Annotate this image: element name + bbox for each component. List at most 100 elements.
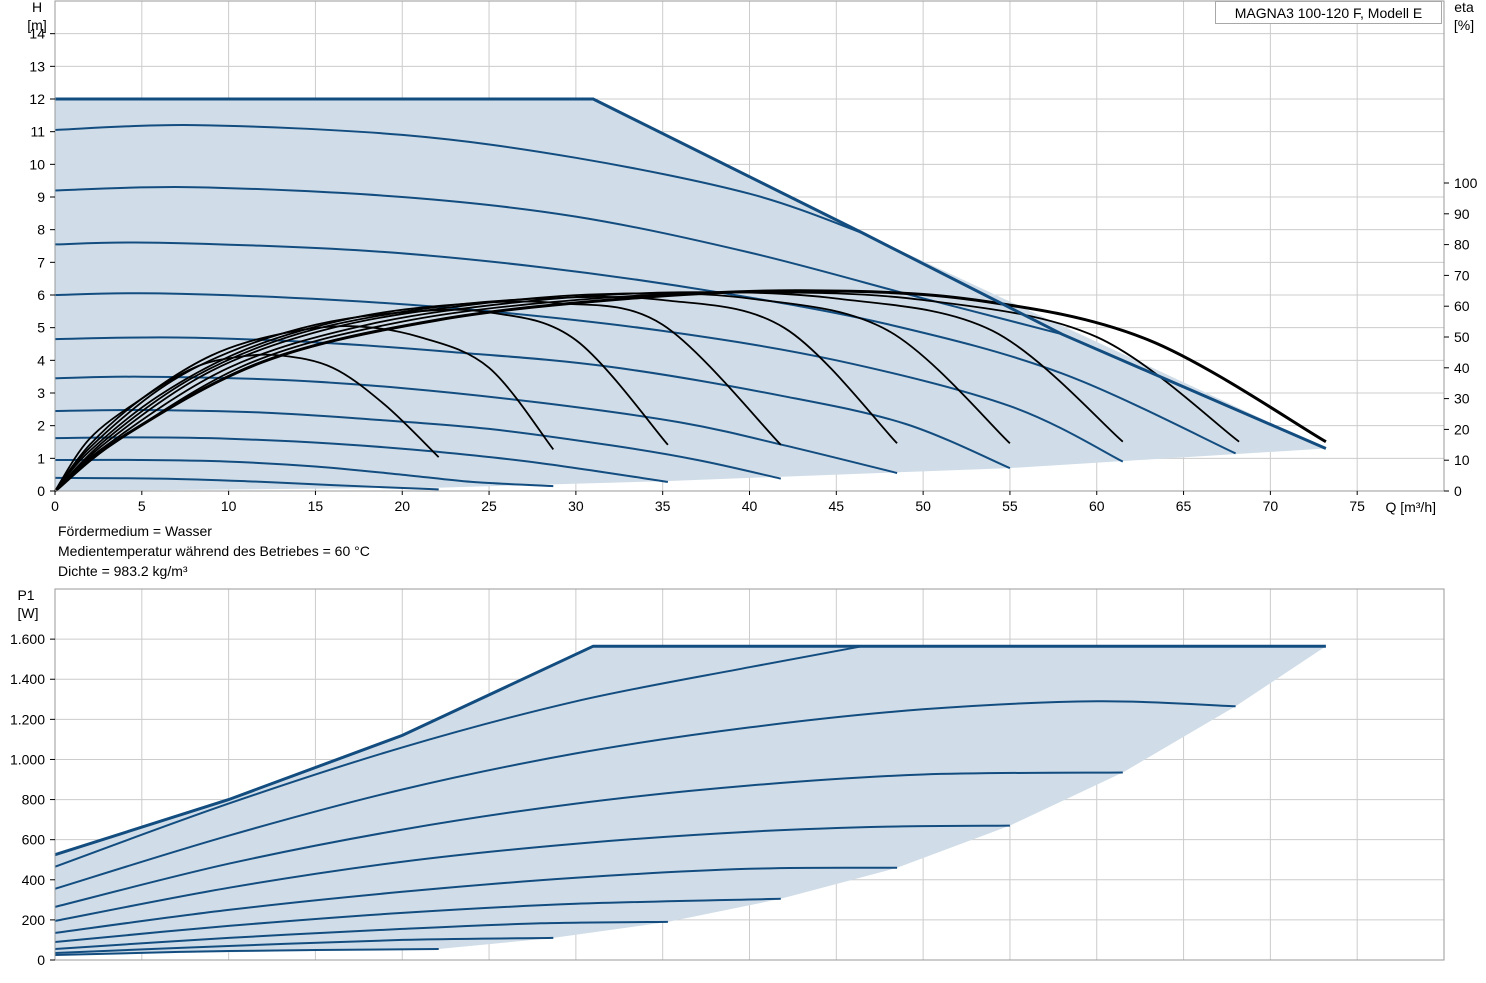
y2-axis-unit: [%] bbox=[1454, 17, 1474, 33]
power-curve bbox=[54, 771, 1123, 908]
power-axis-unit: [W] bbox=[18, 605, 39, 621]
y2-tick-label: 90 bbox=[1454, 206, 1470, 222]
power-y-tick-label: 800 bbox=[22, 792, 46, 808]
y-tick-label: 9 bbox=[37, 189, 45, 205]
y2-tick-labels: 0 10 20 30 40 50 60 70 80 90 100 bbox=[1444, 175, 1478, 499]
head-curve bbox=[54, 186, 1063, 336]
head-curve bbox=[54, 458, 554, 488]
y2-tick-label: 100 bbox=[1454, 175, 1478, 191]
head-curve bbox=[54, 375, 898, 474]
y2-tick-label: 80 bbox=[1454, 237, 1470, 253]
y2-tick-label: 10 bbox=[1454, 452, 1470, 468]
x-tick-label: 25 bbox=[481, 498, 497, 514]
y-tick-label: 8 bbox=[37, 222, 45, 238]
power-curve bbox=[54, 645, 863, 868]
y2-tick-label: 70 bbox=[1454, 267, 1470, 283]
power-axis-label: P1 bbox=[17, 587, 34, 603]
max-power-curve bbox=[54, 644, 1326, 857]
power-curve bbox=[54, 948, 439, 956]
power-y-tick-label: 1.000 bbox=[10, 751, 45, 767]
y-tick-label: 10 bbox=[29, 156, 45, 172]
power-y-tick-label: 200 bbox=[22, 912, 46, 928]
medium-info-line: Fördermedium = Wasser bbox=[58, 523, 212, 539]
x-tick-label: 35 bbox=[655, 498, 671, 514]
x-tick-label: 0 bbox=[51, 498, 59, 514]
x-tick-label: 50 bbox=[915, 498, 931, 514]
y2-tick-label: 30 bbox=[1454, 391, 1470, 407]
model-label: MAGNA3 100-120 F, Modell E bbox=[1215, 1, 1442, 24]
power-curves bbox=[54, 645, 1236, 956]
head-curve bbox=[54, 408, 782, 480]
x-tick-label: 30 bbox=[568, 498, 584, 514]
y-tick-label: 12 bbox=[29, 91, 45, 107]
x-tick-label: 65 bbox=[1176, 498, 1192, 514]
power-y-tick-labels: 0 200 400 600 800 1.000 1.200 1.400 1.600 bbox=[10, 631, 55, 968]
y-tick-label: 0 bbox=[37, 483, 45, 499]
y2-tick-label: 40 bbox=[1454, 360, 1470, 376]
head-curve bbox=[54, 476, 439, 491]
y-tick-label: 5 bbox=[37, 320, 45, 336]
power-y-tick-label: 400 bbox=[22, 872, 46, 888]
head-curve bbox=[54, 292, 1124, 463]
power-operating-area bbox=[55, 646, 1326, 955]
x-tick-labels: 0 5 10 15 20 25 30 35 40 45 50 55 60 65 70 75 bbox=[51, 491, 1365, 514]
power-curve bbox=[54, 920, 668, 950]
power-curve bbox=[54, 936, 554, 954]
power-y-tick-label: 600 bbox=[22, 832, 46, 848]
x-tick-label: 10 bbox=[221, 498, 237, 514]
x-tick-label: 75 bbox=[1349, 498, 1365, 514]
x-tick-label: 45 bbox=[829, 498, 845, 514]
power-y-tick-label: 1.600 bbox=[10, 631, 45, 647]
x-tick-label: 40 bbox=[742, 498, 758, 514]
power-y-tick-label: 1.200 bbox=[10, 711, 45, 727]
y2-tick-label: 50 bbox=[1454, 329, 1470, 345]
efficiency-curve bbox=[54, 291, 1124, 492]
power-plot-frame bbox=[54, 588, 1445, 961]
max-head-curve bbox=[55, 97, 1327, 450]
x-tick-label: 70 bbox=[1263, 498, 1279, 514]
medium-info-line: Medientemperatur während des Betriebes =… bbox=[58, 543, 370, 559]
head-curve bbox=[54, 336, 1011, 470]
y-tick-label: 11 bbox=[30, 124, 45, 140]
efficiency-curve bbox=[54, 291, 1240, 492]
y2-axis-label: eta bbox=[1454, 0, 1474, 15]
power-chart-panel: 0 200 400 600 800 1.000 1.200 1.400 1.600 P1 [W] bbox=[10, 587, 1445, 968]
power-y-tick-label: 0 bbox=[37, 952, 45, 968]
efficiency-curve bbox=[54, 300, 782, 492]
medium-info-line: Dichte = 983.2 kg/m³ bbox=[58, 563, 188, 579]
y-axis-unit: [m] bbox=[27, 17, 46, 33]
head-curve bbox=[54, 436, 669, 483]
y-tick-label: 1 bbox=[37, 450, 45, 466]
head-chart-panel: 0 5 10 15 20 25 30 35 40 45 50 55 60 65 70 75 012345678… bbox=[27, 0, 1477, 515]
medium-info: Fördermedium = Wasser Medientemperatur w… bbox=[58, 521, 370, 581]
y-tick-label: 6 bbox=[37, 287, 45, 303]
y2-tick-label: 20 bbox=[1454, 421, 1470, 437]
y2-tick-label: 0 bbox=[1454, 483, 1462, 499]
x-tick-label: 55 bbox=[1002, 498, 1018, 514]
x-tick-label: 5 bbox=[138, 498, 146, 514]
efficiency-curve bbox=[54, 308, 669, 492]
y-tick-label: 3 bbox=[37, 385, 45, 401]
y-tick-label: 7 bbox=[37, 254, 45, 270]
power-y-tick-label: 1.400 bbox=[10, 671, 45, 687]
y2-tick-label: 60 bbox=[1454, 298, 1470, 314]
x-tick-label: 15 bbox=[308, 498, 324, 514]
x-axis-label: Q [m³/h] bbox=[1385, 499, 1436, 515]
efficiency-curve bbox=[54, 295, 898, 492]
y-tick-label: 13 bbox=[29, 58, 45, 74]
y-tick-label: 14 bbox=[29, 26, 45, 42]
x-tick-label: 20 bbox=[394, 498, 410, 514]
power-curve bbox=[54, 897, 781, 943]
efficiency-curve bbox=[54, 289, 1327, 493]
x-tick-label: 60 bbox=[1089, 498, 1105, 514]
power-curve bbox=[54, 866, 898, 934]
y-tick-label: 2 bbox=[37, 418, 45, 434]
power-curve bbox=[54, 824, 1010, 922]
efficiency-curves bbox=[54, 289, 1327, 493]
y-tick-label: 4 bbox=[37, 352, 45, 368]
head-curve bbox=[54, 124, 863, 234]
y-axis-label: H bbox=[32, 0, 42, 15]
efficiency-curve bbox=[54, 353, 440, 492]
